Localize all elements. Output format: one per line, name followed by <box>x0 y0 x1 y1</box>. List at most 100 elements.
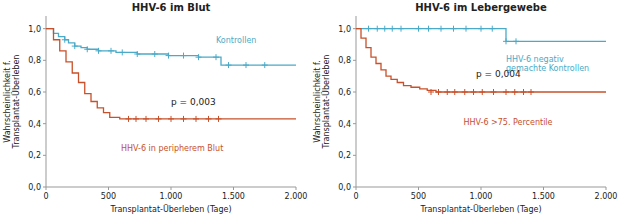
x-tick <box>171 187 172 190</box>
x-axis-label: Transplantat-Überleben (Tage) <box>419 204 541 214</box>
censor-mark <box>426 26 432 32</box>
censor-mark <box>72 43 78 49</box>
y-tick-label: 1,0 <box>338 25 351 34</box>
x-tick-label: 500 <box>411 192 426 201</box>
y-axis-label: Wahrscheinlichkeit f.Transplantat-Überle… <box>3 55 21 150</box>
censor-mark <box>108 48 114 54</box>
censor-mark <box>156 116 162 122</box>
y-tick <box>353 28 356 29</box>
censor-mark <box>451 26 457 32</box>
series-label: Kontrollen <box>216 36 256 45</box>
y-tick-label: 0,6 <box>28 88 41 97</box>
x-tick <box>543 187 544 190</box>
panel: HHV-6 im Blut 0 500 1.000 1.500 2.000 0,0 0,2 0,… <box>3 2 308 214</box>
censor-mark <box>126 116 132 122</box>
y-tick-label: 0,4 <box>338 120 351 129</box>
x-tick-label: 0 <box>43 192 48 201</box>
censor-mark <box>243 62 249 68</box>
plot-area <box>46 29 296 122</box>
y-tick-label: 0,0 <box>28 183 41 192</box>
censor-mark <box>133 116 139 122</box>
censor-mark <box>528 89 534 95</box>
y-tick <box>353 155 356 156</box>
series-label: HHV-6 in peripherem Blut <box>121 144 223 153</box>
y-tick-label: 0,8 <box>28 56 41 65</box>
y-tick-label: 0,2 <box>338 151 351 160</box>
censor-mark <box>452 89 458 95</box>
censor-mark <box>196 54 202 60</box>
censor-mark <box>444 89 450 95</box>
plot-area <box>356 26 606 95</box>
censor-mark <box>513 38 519 44</box>
censor-mark <box>84 46 90 52</box>
x-axis-label: Transplantat-Überleben (Tage) <box>109 204 231 214</box>
y-axis <box>356 16 357 187</box>
x-tick-label: 1.000 <box>160 192 183 201</box>
y-tick-label: 0,8 <box>338 56 351 65</box>
censor-mark <box>438 26 444 32</box>
censor-mark <box>479 89 485 95</box>
x-tick-label: 1.500 <box>222 192 245 201</box>
censor-mark <box>398 26 404 32</box>
y-tick <box>353 92 356 93</box>
censor-mark <box>216 116 222 122</box>
x-tick-label: 1.000 <box>470 192 493 201</box>
figure: HHV-6 im Blut 0 500 1.000 1.500 2.000 0,0 0,2 0,… <box>0 0 620 219</box>
censor-mark <box>374 26 380 32</box>
labels: Kontrollen HHV-6 in peripherem Blut p = 0,… <box>121 36 256 153</box>
x-tick-label: 0 <box>353 192 358 201</box>
x-tick <box>606 187 607 190</box>
x-tick <box>108 187 109 190</box>
y-tick <box>43 123 46 124</box>
p-value: p = 0,003 <box>171 97 216 107</box>
title: HHV-6 im Blut <box>132 2 211 13</box>
censor-mark <box>521 89 527 95</box>
censor-mark <box>489 26 495 32</box>
censor-mark <box>226 62 232 68</box>
censor-mark <box>166 53 172 59</box>
censor-mark <box>436 89 442 95</box>
censor-mark <box>119 49 125 55</box>
x-tick-label: 1.500 <box>532 192 555 201</box>
censor-mark <box>503 38 509 44</box>
censor-mark <box>512 89 518 95</box>
censor-mark <box>471 89 477 95</box>
censor-mark <box>462 89 468 95</box>
censor-mark <box>463 26 469 32</box>
y-tick-label: 0,6 <box>338 88 351 97</box>
censor-mark <box>181 53 187 59</box>
panel: HHV-6 im Lebergewebe 0 500 1.000 1.500 2.000 0… <box>313 2 618 214</box>
censor-mark <box>262 62 268 68</box>
y-tick <box>353 123 356 124</box>
censor-mark <box>213 54 219 60</box>
x-tick-label: 2.000 <box>285 192 308 201</box>
p-value: p = 0,004 <box>476 69 521 79</box>
censor-mark <box>134 51 140 57</box>
x-tick <box>233 187 234 190</box>
x-tick <box>418 187 419 190</box>
x-tick-label: 500 <box>101 192 116 201</box>
y-tick-label: 1,0 <box>28 25 41 34</box>
censor-mark <box>168 116 174 122</box>
censor-mark <box>382 26 388 32</box>
labels: HHV-6 negativgemachte KontrollenHHV-6 >7… <box>464 55 590 127</box>
x-tick <box>296 187 297 190</box>
x-tick <box>481 187 482 190</box>
censor-mark <box>416 26 422 32</box>
survival-curve <box>356 29 606 92</box>
series-label: HHV-6 >75. Percentile <box>464 118 553 127</box>
survival-curve <box>46 29 296 65</box>
y-tick-label: 0,2 <box>28 151 41 160</box>
censor-mark <box>206 116 212 122</box>
censor-mark <box>152 51 158 57</box>
title: HHV-6 im Lebergewebe <box>415 2 547 13</box>
censor-mark <box>491 89 497 95</box>
y-axis-label: Wahrscheinlichkeit f.Transplantat-Überle… <box>313 55 331 150</box>
y-tick <box>43 155 46 156</box>
y-tick <box>353 60 356 61</box>
y-tick <box>43 28 46 29</box>
censor-mark <box>96 48 102 54</box>
censor-mark <box>366 26 372 32</box>
x-tick-label: 2.000 <box>595 192 618 201</box>
y-tick <box>353 187 356 188</box>
